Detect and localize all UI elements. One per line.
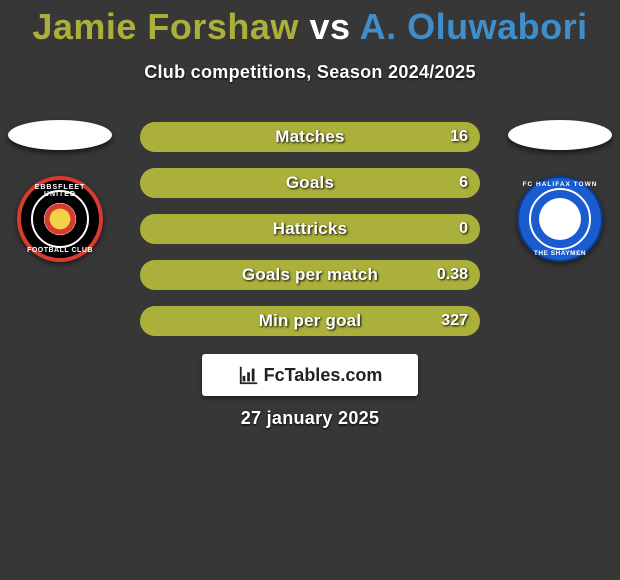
stat-value-right: 0 xyxy=(459,216,468,242)
stat-value-right: 0.38 xyxy=(437,262,468,288)
logo-arc-bottom: THE SHAYMEN xyxy=(519,250,601,257)
logo-arc-top: EBBSFLEET UNITED xyxy=(21,184,99,198)
stat-label: Goals xyxy=(142,170,478,196)
stat-row: Min per goal327 xyxy=(140,306,480,336)
player1-name: Jamie Forshaw xyxy=(32,6,299,47)
stat-label: Goals per match xyxy=(142,262,478,288)
stat-value-right: 16 xyxy=(450,124,468,150)
club-logo-ebbsfleet: EBBSFLEET UNITED FOOTBALL CLUB xyxy=(17,176,103,262)
logo-arc-bottom: FOOTBALL CLUB xyxy=(21,247,99,254)
subtitle: Club competitions, Season 2024/2025 xyxy=(0,62,620,83)
stats-bars: Matches16 Goals6 Hattricks0 Goals per match… xyxy=(140,122,480,352)
logo-shield-icon xyxy=(549,204,575,234)
stat-row: Goals per match0.38 xyxy=(140,260,480,290)
snapshot-date: 27 january 2025 xyxy=(0,408,620,429)
stat-row: Goals6 xyxy=(140,168,480,198)
vs-text: vs xyxy=(309,6,350,47)
player2-avatar xyxy=(508,120,612,150)
branding-link[interactable]: FcTables.com xyxy=(202,354,418,396)
club-logo-halifax: FC HALIFAX TOWN THE SHAYMEN xyxy=(517,176,603,262)
logo-arc-top: FC HALIFAX TOWN xyxy=(519,181,601,188)
stat-row: Hattricks0 xyxy=(140,214,480,244)
left-column: EBBSFLEET UNITED FOOTBALL CLUB xyxy=(0,120,120,262)
stat-label: Hattricks xyxy=(142,216,478,242)
stat-row: Matches16 xyxy=(140,122,480,152)
page-title: Jamie Forshaw vs A. Oluwabori xyxy=(0,0,620,48)
player2-name: A. Oluwabori xyxy=(360,6,588,47)
right-column: FC HALIFAX TOWN THE SHAYMEN xyxy=(500,120,620,262)
player1-avatar xyxy=(8,120,112,150)
stat-label: Min per goal xyxy=(142,308,478,334)
stat-value-right: 327 xyxy=(441,308,468,334)
branding-text: FcTables.com xyxy=(264,365,383,386)
chart-icon xyxy=(238,364,260,386)
stat-label: Matches xyxy=(142,124,478,150)
stat-value-right: 6 xyxy=(459,170,468,196)
